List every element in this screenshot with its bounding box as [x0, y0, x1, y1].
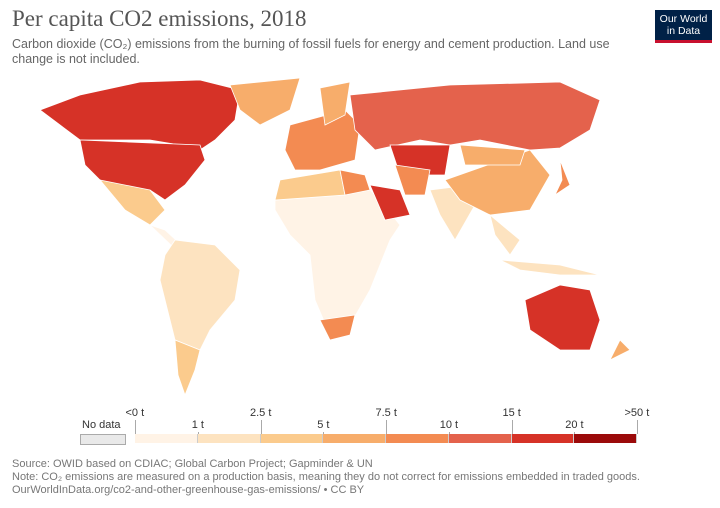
country-china[interactable]: [444, 149, 551, 216]
country-south-africa[interactable]: [319, 314, 356, 341]
legend-label-upper: <0 t: [125, 407, 145, 419]
owid-logo[interactable]: Our World in Data: [655, 10, 712, 43]
legend-label-upper: 2.5 t: [250, 407, 272, 419]
legend-label-lower: 1 t: [191, 419, 204, 431]
legend-tick: [511, 420, 513, 434]
country-canada[interactable]: [39, 79, 241, 151]
legend-label-upper: 15 t: [502, 407, 521, 419]
legend-tick: [448, 432, 450, 434]
no-data-swatch: [80, 434, 126, 445]
legend-tick: [323, 432, 325, 434]
legend-label-lower: 5 t: [317, 419, 330, 431]
country-indonesia[interactable]: [499, 259, 601, 276]
legend-tick: [260, 420, 262, 434]
country-australia[interactable]: [524, 284, 601, 351]
country-north-africa[interactable]: [274, 169, 346, 201]
country-mongolia[interactable]: [459, 144, 526, 166]
legend-tick: [135, 420, 136, 434]
country-saudi-arabia[interactable]: [369, 184, 411, 221]
legend-bin-4[interactable]: [386, 434, 449, 443]
legend-bin-5[interactable]: [448, 434, 512, 443]
legend-bin-1[interactable]: [197, 434, 261, 443]
country-new-zealand[interactable]: [609, 339, 631, 361]
country-japan[interactable]: [554, 159, 571, 197]
legend-bin-6[interactable]: [511, 434, 575, 443]
url-license[interactable]: OurWorldInData.org/co2-and-other-greenho…: [12, 484, 365, 496]
legend-bin-0[interactable]: [135, 434, 198, 443]
country-southeast-asia[interactable]: [489, 213, 521, 256]
legend-label-upper: >50 t: [624, 407, 650, 419]
world-map: [39, 77, 631, 397]
legend-bin-7[interactable]: [574, 434, 637, 443]
country-scandinavia[interactable]: [319, 81, 351, 126]
country-libya[interactable]: [339, 169, 371, 196]
legend-tick: [574, 432, 576, 434]
country-europe[interactable]: [284, 109, 361, 171]
legend-label-lower: 20 t: [565, 419, 584, 431]
country-iran[interactable]: [394, 164, 431, 196]
country-argentina-chile[interactable]: [174, 339, 201, 397]
legend-label-lower: 10 t: [439, 419, 459, 431]
legend-bin-2[interactable]: [260, 434, 324, 443]
chart-title: Per capita CO2 emissions, 2018: [12, 6, 307, 31]
country-mexico[interactable]: [98, 179, 166, 226]
country-greenland[interactable]: [229, 77, 301, 126]
country-africa[interactable]: [274, 189, 401, 336]
chart-subtitle: Carbon dioxide (CO₂) emissions from the …: [12, 37, 610, 66]
footnote: Note: CO₂ emissions are measured on a pr…: [12, 471, 640, 483]
legend-tick: [637, 420, 638, 434]
no-data-label: No data: [82, 419, 121, 431]
country-south-america[interactable]: [159, 239, 241, 351]
legend-bin-3[interactable]: [323, 434, 386, 443]
legend-tick: [197, 432, 199, 434]
legend-tick: [386, 420, 387, 434]
legend-label-upper: 7.5 t: [375, 407, 397, 419]
source-note: Source: OWID based on CDIAC; Global Carb…: [12, 458, 373, 470]
country-russia[interactable]: [349, 81, 601, 151]
